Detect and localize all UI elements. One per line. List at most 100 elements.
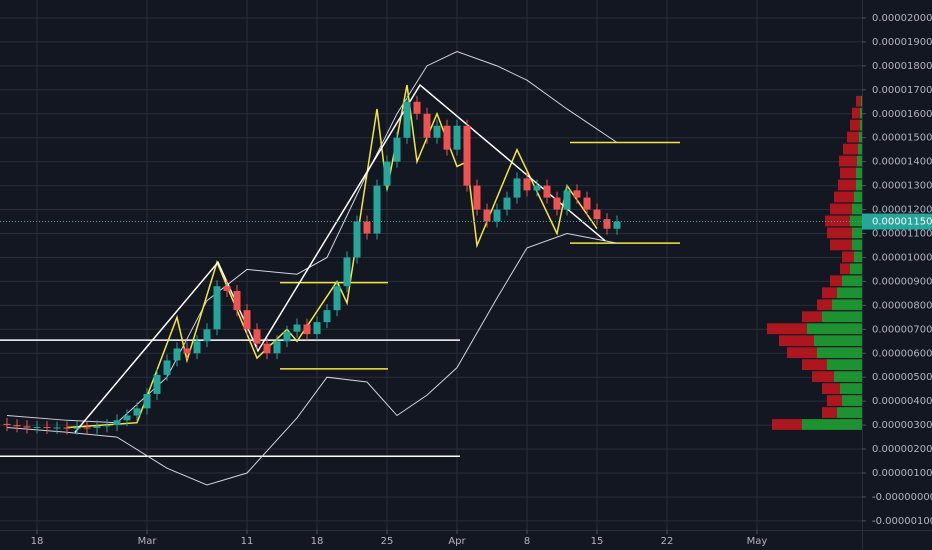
candle-body — [353, 221, 361, 258]
x-tick-label: May — [747, 536, 768, 547]
volume-profile-bar — [842, 275, 862, 287]
volume-profile-bar — [837, 287, 862, 299]
candle-body — [533, 185, 541, 191]
volume-profile-bar — [856, 95, 861, 107]
candle-body — [103, 425, 111, 427]
candle-body — [373, 185, 381, 234]
y-tick-label: 0.00000600 — [872, 348, 932, 359]
candle-body — [553, 197, 561, 210]
indicator-line — [6, 232, 618, 486]
y-tick-label: 0.00000200 — [872, 444, 932, 455]
volume-profile-bar — [854, 251, 862, 263]
volume-profile-bar — [852, 239, 862, 251]
candle-body — [23, 426, 31, 428]
indicator-line — [74, 83, 606, 433]
candle-body — [503, 197, 511, 210]
candle-body — [363, 221, 371, 234]
candle-body — [3, 423, 11, 426]
volume-profile-bar — [840, 263, 850, 275]
volume-profile-bar — [856, 167, 862, 179]
volume-profile-bar — [830, 203, 852, 215]
candle-body — [93, 426, 101, 428]
volume-profile-bar — [852, 227, 862, 239]
volume-profile-bar — [772, 419, 802, 430]
candle-body — [193, 341, 201, 354]
volume-profile-bar — [842, 395, 862, 406]
volume-profile-bar — [834, 371, 862, 382]
candle-body — [253, 329, 261, 344]
candle-body — [543, 185, 551, 198]
y-tick-label: 0.00001300 — [872, 181, 932, 192]
last-price-label: 0.00001150 — [872, 217, 932, 228]
candle-body — [223, 286, 231, 291]
candle-body — [383, 161, 391, 186]
y-tick-label: -0.00000100 — [872, 516, 932, 527]
volume-profile-bar — [822, 311, 862, 323]
candle-body — [483, 209, 491, 222]
y-tick-label: -0.00000000 — [872, 492, 932, 503]
candle-body — [133, 408, 141, 416]
candle-body — [313, 322, 321, 335]
volume-profile-bar — [856, 179, 862, 191]
volume-profile-bar — [842, 251, 854, 263]
y-tick-label: 0.00001400 — [872, 157, 932, 168]
candle-body — [163, 360, 171, 375]
volume-profile-bar — [850, 119, 860, 131]
candle-body — [583, 197, 591, 210]
candle-body — [73, 427, 81, 429]
y-tick-label: 0.00001200 — [872, 205, 932, 216]
y-tick-label: 0.00000500 — [872, 372, 932, 383]
volume-profile-bar — [852, 107, 860, 119]
candle-body — [613, 221, 621, 229]
candle-body — [423, 113, 431, 138]
candle-body — [153, 374, 161, 394]
y-tick-label: 0.00000700 — [872, 324, 932, 335]
candle-body — [283, 331, 291, 342]
volume-profile-bar — [857, 155, 862, 167]
volume-profile-bar — [817, 299, 832, 311]
volume-profile-bar — [787, 347, 817, 359]
volume-profile-bar — [817, 347, 862, 359]
volume-profile-bar — [802, 359, 827, 371]
candle-body — [343, 257, 351, 287]
candle-body — [113, 420, 121, 426]
y-tick-label: 0.00000400 — [872, 396, 932, 407]
candle-body — [273, 341, 281, 354]
candle-body — [173, 348, 181, 361]
candle-body — [493, 209, 501, 222]
y-tick-label: 0.00000300 — [872, 420, 932, 431]
volume-profile-bar — [861, 95, 862, 107]
candle-body — [183, 348, 191, 354]
volume-profile-bar — [807, 323, 862, 335]
volume-profile-bar — [825, 215, 850, 227]
volume-profile-bar — [827, 395, 842, 406]
volume-profile-bar — [840, 167, 856, 179]
y-tick-label: 0.00000800 — [872, 300, 932, 311]
volume-profile-bar — [830, 275, 842, 287]
volume-profile-bar — [850, 263, 862, 275]
candle-body — [233, 290, 241, 311]
volume-profile-bar — [822, 407, 837, 418]
x-tick-label: 25 — [381, 536, 394, 547]
volume-profile-bar — [852, 203, 862, 215]
candle-body — [43, 427, 51, 429]
candle-body — [333, 286, 341, 311]
candle-body — [243, 310, 251, 330]
candle-body — [303, 324, 311, 335]
candle-body — [603, 219, 611, 229]
volume-profile-bar — [827, 359, 862, 371]
volume-profile-bar — [802, 311, 822, 323]
y-tick-label: 0.00001600 — [872, 109, 932, 120]
candle-body — [63, 427, 71, 429]
candle-body — [573, 190, 581, 198]
y-tick-label: 0.00001100 — [872, 229, 932, 240]
candle-body — [413, 101, 421, 114]
volume-profile-bar — [860, 107, 862, 119]
volume-profile-bar — [858, 143, 862, 155]
y-tick-label: 0.00001500 — [872, 133, 932, 144]
x-tick-label: 22 — [661, 536, 674, 547]
candle-body — [203, 329, 211, 342]
volume-profile-bar — [838, 179, 856, 191]
volume-profile-bar — [847, 131, 859, 143]
